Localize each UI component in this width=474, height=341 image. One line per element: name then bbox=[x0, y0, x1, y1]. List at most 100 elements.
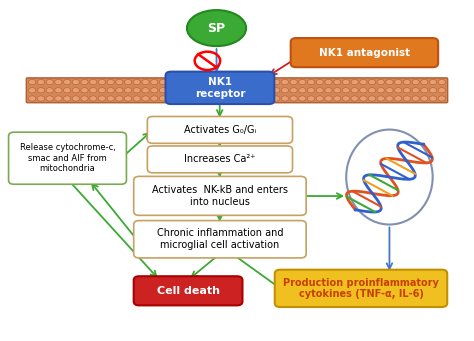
Circle shape bbox=[37, 79, 45, 85]
Circle shape bbox=[325, 96, 332, 101]
Circle shape bbox=[412, 96, 419, 101]
FancyBboxPatch shape bbox=[147, 146, 292, 173]
Circle shape bbox=[360, 88, 367, 93]
Ellipse shape bbox=[346, 130, 433, 224]
Circle shape bbox=[159, 88, 166, 93]
Text: NK1 antagonist: NK1 antagonist bbox=[319, 48, 410, 58]
Circle shape bbox=[142, 88, 149, 93]
Circle shape bbox=[394, 96, 402, 101]
FancyBboxPatch shape bbox=[27, 78, 447, 103]
Circle shape bbox=[46, 88, 53, 93]
Circle shape bbox=[151, 88, 158, 93]
Circle shape bbox=[377, 79, 384, 85]
Circle shape bbox=[308, 96, 315, 101]
Circle shape bbox=[81, 79, 88, 85]
Circle shape bbox=[299, 79, 306, 85]
Circle shape bbox=[64, 79, 71, 85]
Circle shape bbox=[55, 79, 62, 85]
Circle shape bbox=[133, 88, 140, 93]
Circle shape bbox=[64, 88, 71, 93]
Circle shape bbox=[394, 88, 402, 93]
Circle shape bbox=[116, 88, 123, 93]
Circle shape bbox=[290, 88, 297, 93]
Circle shape bbox=[360, 79, 367, 85]
Circle shape bbox=[116, 96, 123, 101]
Circle shape bbox=[159, 79, 166, 85]
Circle shape bbox=[334, 88, 341, 93]
Circle shape bbox=[133, 79, 140, 85]
Circle shape bbox=[72, 96, 80, 101]
Circle shape bbox=[403, 88, 410, 93]
Circle shape bbox=[107, 96, 114, 101]
Circle shape bbox=[316, 79, 323, 85]
Circle shape bbox=[342, 79, 349, 85]
Circle shape bbox=[98, 79, 106, 85]
Circle shape bbox=[28, 88, 36, 93]
Text: Release cytochrome-c,
smac and AIF from
mitochondria: Release cytochrome-c, smac and AIF from … bbox=[19, 143, 116, 173]
Text: Increases Ca²⁺: Increases Ca²⁺ bbox=[184, 154, 255, 164]
Circle shape bbox=[125, 96, 132, 101]
Text: Cell death: Cell death bbox=[156, 286, 219, 296]
Ellipse shape bbox=[187, 10, 246, 46]
Circle shape bbox=[308, 88, 315, 93]
Circle shape bbox=[316, 88, 323, 93]
Circle shape bbox=[107, 79, 114, 85]
Circle shape bbox=[438, 88, 446, 93]
Circle shape bbox=[98, 96, 106, 101]
Circle shape bbox=[90, 96, 97, 101]
Circle shape bbox=[412, 88, 419, 93]
FancyBboxPatch shape bbox=[134, 221, 306, 258]
Circle shape bbox=[299, 96, 306, 101]
Circle shape bbox=[334, 96, 341, 101]
Circle shape bbox=[151, 79, 158, 85]
Circle shape bbox=[368, 79, 376, 85]
Circle shape bbox=[46, 79, 53, 85]
Circle shape bbox=[342, 88, 349, 93]
Circle shape bbox=[116, 79, 123, 85]
Circle shape bbox=[81, 96, 88, 101]
Circle shape bbox=[55, 96, 62, 101]
Circle shape bbox=[125, 79, 132, 85]
Circle shape bbox=[64, 96, 71, 101]
Circle shape bbox=[386, 88, 393, 93]
Text: SP: SP bbox=[208, 21, 226, 34]
Circle shape bbox=[151, 96, 158, 101]
Circle shape bbox=[308, 79, 315, 85]
FancyBboxPatch shape bbox=[134, 176, 306, 216]
Text: Activates G₀/Gᵢ: Activates G₀/Gᵢ bbox=[184, 125, 256, 135]
Circle shape bbox=[325, 79, 332, 85]
Circle shape bbox=[316, 96, 323, 101]
FancyBboxPatch shape bbox=[9, 132, 127, 184]
Circle shape bbox=[290, 96, 297, 101]
Circle shape bbox=[429, 96, 437, 101]
Circle shape bbox=[281, 96, 289, 101]
Circle shape bbox=[46, 96, 53, 101]
Circle shape bbox=[325, 88, 332, 93]
Circle shape bbox=[421, 96, 428, 101]
Text: NK1
receptor: NK1 receptor bbox=[195, 77, 245, 99]
Text: Production proinflammatory
cytokines (TNF-α, IL-6): Production proinflammatory cytokines (TN… bbox=[283, 278, 439, 299]
Circle shape bbox=[342, 96, 349, 101]
Text: Activates  NK-kB and enters
into nucleus: Activates NK-kB and enters into nucleus bbox=[152, 185, 288, 207]
Circle shape bbox=[290, 79, 297, 85]
Circle shape bbox=[351, 79, 358, 85]
Circle shape bbox=[299, 88, 306, 93]
Circle shape bbox=[37, 96, 45, 101]
Circle shape bbox=[28, 96, 36, 101]
Circle shape bbox=[281, 88, 289, 93]
Circle shape bbox=[273, 88, 280, 93]
Circle shape bbox=[142, 79, 149, 85]
Circle shape bbox=[368, 88, 376, 93]
Circle shape bbox=[273, 96, 280, 101]
Circle shape bbox=[377, 96, 384, 101]
FancyBboxPatch shape bbox=[165, 72, 274, 104]
Circle shape bbox=[429, 79, 437, 85]
FancyBboxPatch shape bbox=[134, 276, 243, 306]
Circle shape bbox=[37, 88, 45, 93]
Circle shape bbox=[377, 88, 384, 93]
Circle shape bbox=[55, 88, 62, 93]
Circle shape bbox=[351, 96, 358, 101]
FancyBboxPatch shape bbox=[147, 117, 292, 143]
Circle shape bbox=[403, 79, 410, 85]
Circle shape bbox=[28, 79, 36, 85]
